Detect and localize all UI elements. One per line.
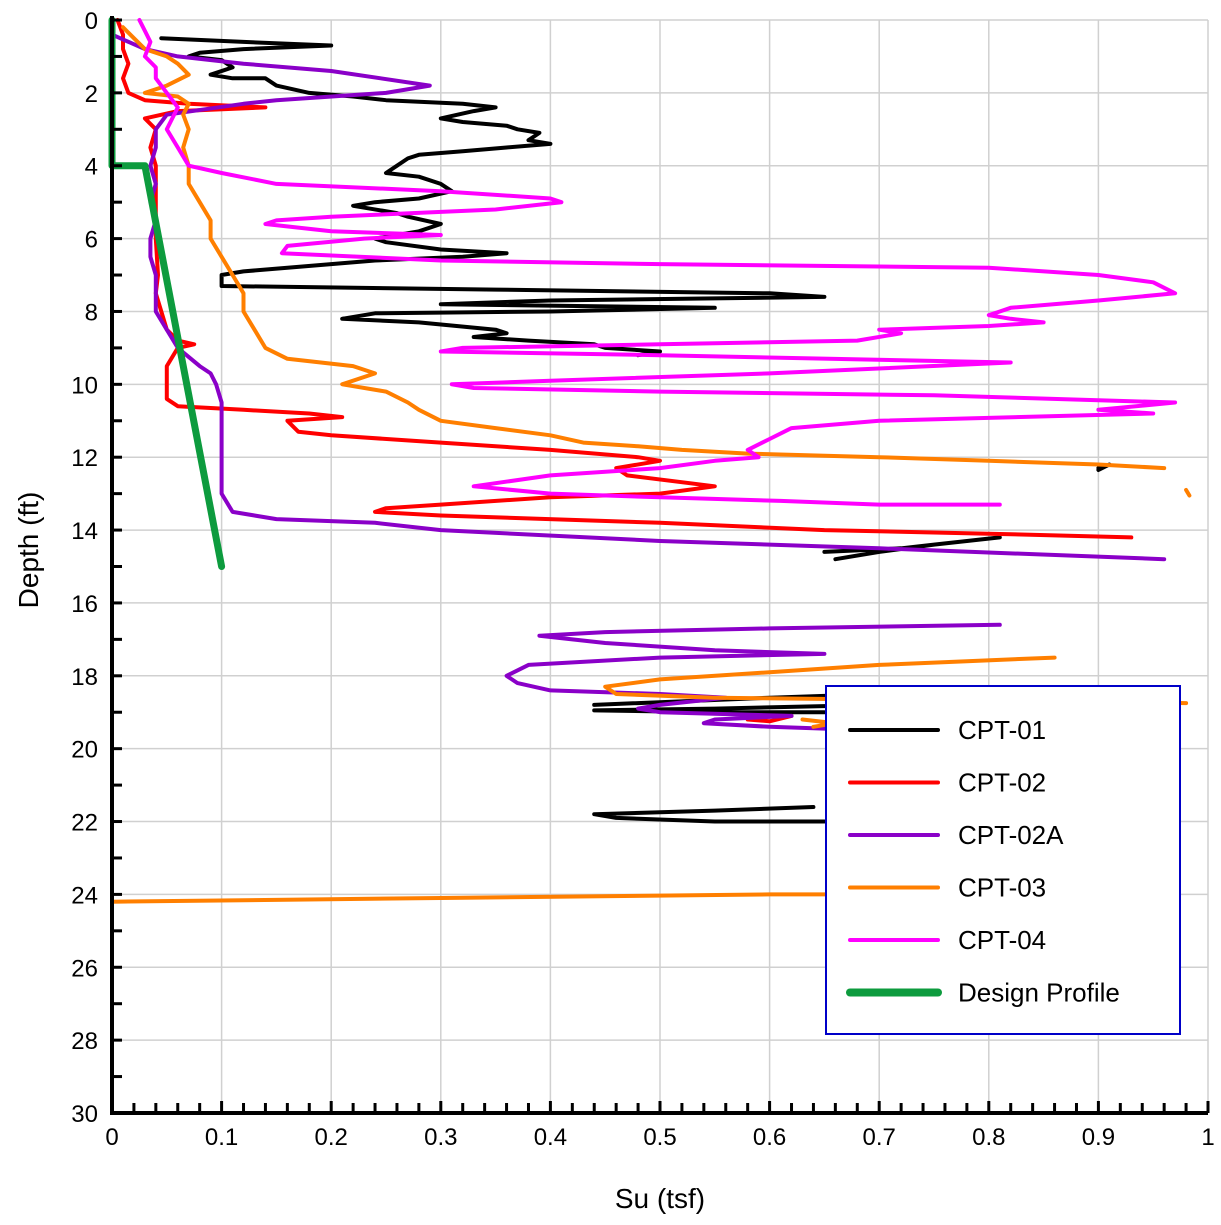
x-tick-label: 0.7 [863,1124,896,1151]
y-tick-label: 0 [85,8,98,35]
x-tick-label: 0 [105,1124,118,1151]
x-tick-label: 0.4 [534,1124,567,1151]
x-tick-label: 0.6 [753,1124,786,1151]
series-line-cpt-03 [1184,488,1192,498]
legend: CPT-01 CPT-02 CPT-02A CPT-03 CPT-04 Design Pr… [825,685,1181,1035]
axes [110,16,1210,1115]
y-tick-label: 12 [71,445,98,472]
x-tick-label: 0.2 [315,1124,348,1151]
x-tick-label: 0.9 [1082,1124,1115,1151]
legend-label-design-profile: Design Profile [958,978,1120,1008]
x-tick-label: 0.5 [643,1124,676,1151]
y-tick-label: 18 [71,664,98,691]
y-tick-label: 22 [71,810,98,837]
legend-label-cpt-02: CPT-02 [958,768,1046,798]
y-tick-label: 20 [71,737,98,764]
legend-box [825,685,1181,1035]
y-tick-label: 28 [71,1028,98,1055]
y-tick-label: 24 [71,882,98,909]
legend-label-cpt-04: CPT-04 [958,925,1046,955]
y-tick-label: 8 [85,299,98,326]
series-line-cpt-01 [159,36,827,358]
y-tick-label: 26 [71,955,98,982]
series-line-cpt-01 [592,805,827,824]
y-axis-title: Depth (ft) [13,492,44,609]
legend-label-cpt-03: CPT-03 [958,873,1046,903]
x-tick-label: 0.3 [424,1124,457,1151]
legend-label-cpt-02a: CPT-02A [958,820,1064,850]
y-tick-label: 14 [71,518,98,545]
x-tick-labels: 0 0.1 0.2 0.3 0.4 0.5 0.6 0.7 0.8 0.9 1 [105,1124,1214,1151]
y-tick-label: 2 [85,81,98,108]
series-line-cpt-03 [121,25,1167,471]
y-tick-label: 10 [71,372,98,399]
series-line-cpt-02a [504,622,1002,733]
series-line-cpt-04 [137,18,1178,507]
y-tick-label: 16 [71,591,98,618]
x-tick-label: 0.8 [972,1124,1005,1151]
x-axis-title: Su (tsf) [615,1183,705,1214]
y-tick-label: 4 [85,154,98,181]
legend-label-cpt-01: CPT-01 [958,715,1046,745]
x-tick-label: 0.1 [205,1124,238,1151]
x-tick-label: 1 [1201,1124,1214,1151]
y-tick-label: 30 [71,1101,98,1128]
y-tick-label: 6 [85,227,98,254]
series-line-cpt-02 [115,18,1134,540]
series-line-cpt-02a [110,32,1167,562]
